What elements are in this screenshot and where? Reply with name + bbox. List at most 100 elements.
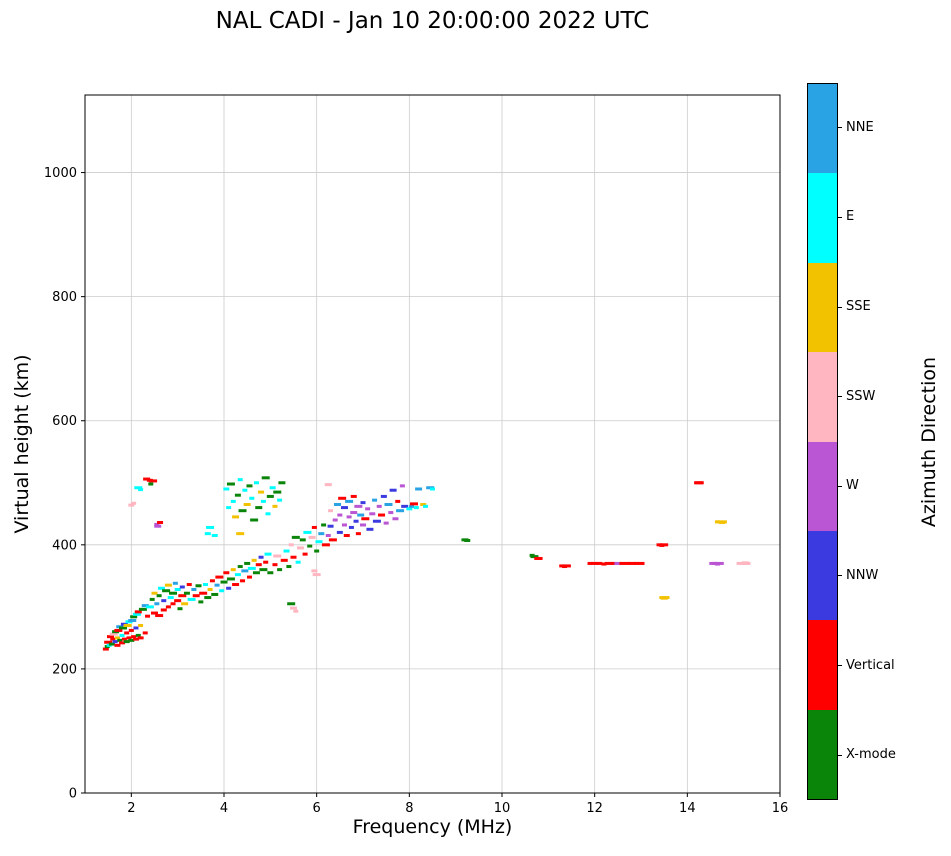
data-point <box>273 490 282 494</box>
data-point <box>338 496 347 500</box>
data-point <box>195 584 202 588</box>
colorbar-segment-SSE <box>808 262 837 353</box>
data-point <box>183 591 190 595</box>
data-point <box>230 499 236 503</box>
data-point <box>124 631 130 635</box>
data-point <box>591 561 599 565</box>
data-point <box>287 602 296 606</box>
data-point <box>141 604 149 608</box>
data-point <box>178 594 187 598</box>
data-point <box>179 585 185 589</box>
data-point <box>250 518 259 522</box>
data-point <box>263 560 269 564</box>
data-point <box>169 591 178 595</box>
data-point <box>121 637 127 641</box>
data-point <box>610 561 616 565</box>
data-point <box>226 506 232 510</box>
data-point <box>321 523 327 527</box>
data-point <box>108 642 115 646</box>
data-point <box>415 487 423 491</box>
data-point <box>118 626 127 630</box>
data-point <box>252 571 260 575</box>
colorbar-segment-NNW <box>808 530 837 621</box>
data-point <box>191 587 197 591</box>
data-point <box>214 583 220 587</box>
data-point <box>135 633 141 637</box>
data-point <box>350 494 357 498</box>
y-tick-label: 0 <box>69 787 77 802</box>
data-point <box>149 597 155 601</box>
data-point <box>232 583 240 587</box>
data-point <box>123 640 130 644</box>
data-point <box>234 573 241 577</box>
x-tick-label: 10 <box>494 801 511 816</box>
data-point <box>258 555 264 559</box>
data-point <box>172 581 178 585</box>
data-point <box>318 532 325 536</box>
data-point <box>192 594 200 598</box>
data-point <box>238 509 247 513</box>
data-point <box>350 511 358 515</box>
data-point <box>266 494 274 498</box>
data-point <box>132 637 139 641</box>
data-point <box>143 477 151 481</box>
data-point <box>110 637 116 641</box>
data-point <box>277 498 283 502</box>
data-point <box>160 608 167 612</box>
data-point <box>296 546 304 550</box>
data-point <box>117 638 123 642</box>
data-point <box>246 575 252 579</box>
data-point <box>413 506 419 510</box>
data-point <box>165 605 171 609</box>
y-tick-label: 400 <box>52 538 77 553</box>
data-point <box>128 628 134 632</box>
data-point <box>302 552 308 556</box>
data-point <box>207 587 213 591</box>
data-point <box>273 554 282 558</box>
data-point <box>249 496 255 500</box>
data-point <box>151 591 158 595</box>
data-point <box>698 481 704 485</box>
colorbar-segment-X-mode <box>808 709 837 799</box>
data-point <box>360 501 366 505</box>
data-point <box>199 591 208 595</box>
x-tick-label: 2 <box>127 801 135 816</box>
data-point <box>341 523 347 527</box>
data-point <box>361 517 370 521</box>
colorbar-tick <box>838 665 842 667</box>
data-point <box>345 499 354 503</box>
data-point <box>378 513 386 517</box>
data-point <box>264 552 272 556</box>
data-point <box>314 549 320 553</box>
colorbar-label-SSW: SSW <box>846 388 876 404</box>
data-point <box>369 512 376 516</box>
azimuth-colorbar <box>807 83 838 800</box>
data-point <box>170 602 176 606</box>
data-point <box>340 506 348 510</box>
data-point <box>131 635 137 639</box>
data-point <box>633 561 639 565</box>
data-point <box>104 640 113 644</box>
x-tick-label: 16 <box>772 801 789 816</box>
data-point <box>346 515 352 519</box>
data-point <box>128 638 135 642</box>
data-point <box>365 507 371 511</box>
data-point <box>624 561 630 565</box>
data-point <box>255 563 262 567</box>
data-point <box>423 504 429 508</box>
data-point <box>132 612 141 616</box>
data-point <box>204 532 211 536</box>
data-point <box>220 580 228 584</box>
data-point <box>157 586 165 590</box>
data-point <box>715 561 724 565</box>
colorbar-segment-NNE <box>808 84 837 174</box>
data-point <box>244 561 251 565</box>
data-point <box>253 481 259 485</box>
data-point <box>406 507 413 511</box>
data-point <box>123 623 132 627</box>
data-point <box>154 522 160 526</box>
data-point <box>114 643 121 647</box>
data-point <box>206 525 215 529</box>
